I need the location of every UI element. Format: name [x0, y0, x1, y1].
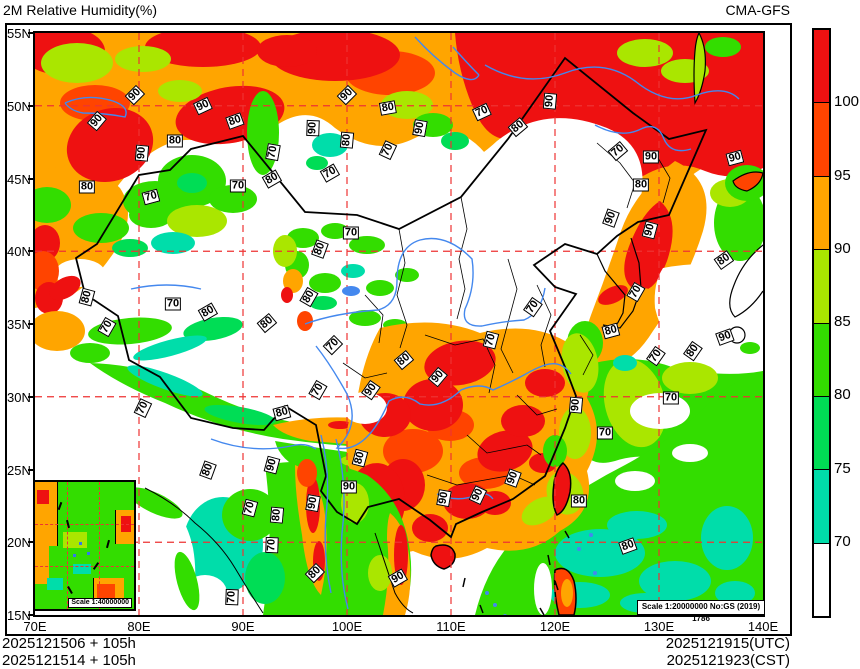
colorbar-label-100: 100	[834, 93, 860, 111]
lat-label-45N: 45N	[7, 171, 31, 187]
colorbar-label-85: 85	[834, 313, 851, 330]
page-title: 2M Relative Humidity(%)	[3, 2, 158, 18]
lat-label-50N: 50N	[7, 98, 31, 114]
lat-label-30N: 30N	[7, 389, 31, 405]
inset-turquoise	[73, 564, 91, 574]
colorbar-label-95: 95	[834, 166, 851, 184]
lat-label-40N: 40N	[7, 244, 31, 260]
contour-label-70: 70	[229, 179, 247, 193]
colorbar-segment	[814, 250, 829, 324]
humidity-colorbar	[812, 28, 831, 618]
lon-label-140E: 140E	[747, 619, 779, 634]
contour-label-90: 90	[340, 480, 358, 494]
lon-label-110E: 110E	[436, 619, 466, 634]
colorbar-segment	[814, 103, 829, 177]
contour-label-90: 90	[134, 144, 150, 162]
contour-label-70: 70	[265, 142, 281, 162]
contour-label-70: 70	[662, 391, 680, 405]
contour-label-90: 90	[642, 150, 660, 164]
inset-red-patch3	[97, 584, 115, 598]
lat-tick	[28, 32, 34, 34]
rivers	[64, 36, 740, 615]
lon-label-100E: 100E	[331, 619, 363, 634]
contour-label-90: 90	[305, 493, 321, 513]
colorbar-label-75: 75	[834, 459, 851, 477]
inset-island-dot	[87, 552, 90, 555]
colorbar-label-90: 90	[834, 239, 851, 257]
lat-label-35N: 35N	[7, 317, 31, 332]
lat-tick	[28, 541, 34, 544]
inset-grid-h2	[35, 566, 134, 567]
contour-label-80: 80	[339, 131, 355, 149]
lon-label-120E: 120E	[539, 619, 571, 634]
lat-tick	[28, 104, 34, 107]
inset-dash	[57, 501, 63, 511]
lat-label-20N: 20N	[7, 535, 31, 551]
contour-label-70: 70	[596, 426, 614, 440]
lon-label-90E: 90E	[231, 619, 255, 634]
contour-label-70: 70	[225, 588, 239, 606]
outer-frame	[5, 23, 792, 636]
contour-label-90: 90	[306, 119, 320, 137]
contour-label-70: 70	[164, 297, 182, 311]
lon-label-80E: 80E	[127, 619, 151, 634]
valid-time-cst: 2025121923(CST)	[666, 652, 790, 669]
contour-label-90: 90	[568, 396, 584, 414]
valid-time-utc: 2025121915(UTC)	[665, 635, 790, 652]
colorbar-segment	[814, 396, 829, 471]
init-time-cst: 2025121514 + 105h	[2, 652, 136, 669]
lat-label-25N: 25N	[7, 462, 31, 478]
colorbar-label-70: 70	[834, 532, 851, 550]
inset-scale-label: Scale 1:40000000	[68, 598, 132, 608]
colorbar-segment	[814, 176, 829, 251]
south-china-sea-inset: Scale 1:40000000	[33, 480, 136, 611]
colorbar-segment	[814, 470, 829, 544]
lat-label-15N: 15N	[7, 608, 31, 623]
contour-label-80: 80	[166, 134, 184, 148]
colorbar-segment	[814, 30, 829, 104]
latlon-grid	[35, 33, 763, 615]
lon-label-70E: 70E	[23, 619, 47, 634]
lat-tick	[28, 250, 34, 253]
lat-tick	[28, 468, 34, 471]
contour-label-70: 70	[342, 226, 360, 240]
lat-tick	[28, 614, 34, 616]
contour-label-80: 80	[378, 100, 398, 116]
contour-label-90: 90	[412, 118, 428, 138]
lat-label-55N: 55N	[7, 26, 31, 41]
humidity-field	[35, 33, 763, 615]
lat-tick	[28, 395, 34, 398]
lat-tick	[28, 323, 34, 325]
colorbar-segment	[814, 323, 829, 397]
contour-label-80: 80	[632, 178, 650, 192]
lat-tick	[28, 177, 34, 180]
inset-grid-h1	[35, 524, 134, 525]
inset-red-patch	[37, 490, 49, 504]
inset-grid-v2	[99, 482, 100, 609]
lon-label-130E: 130E	[643, 619, 675, 634]
map-scale-note: Scale 1:20000000 No:GS (2019) 1786	[637, 600, 765, 623]
contour-label-70: 70	[265, 536, 279, 554]
inset-turquoise2	[47, 578, 63, 590]
model-name: CMA-GFS	[725, 2, 790, 18]
contour-label-90: 90	[436, 488, 452, 508]
init-time-utc: 2025121506 + 105h	[2, 635, 136, 652]
colorbar-label-80: 80	[834, 386, 851, 404]
humidity-map: 90 90 90 80 80 70 70 90 80 70 80 90 80 90 90 80 70 70 70 80…	[33, 31, 765, 617]
colorbar-segment	[814, 543, 829, 616]
contour-label-90: 90	[542, 92, 558, 110]
contour-label-80: 80	[269, 506, 285, 524]
inset-dash	[105, 539, 111, 549]
inset-grid-v1	[67, 482, 68, 609]
humidity-field-svg	[35, 33, 763, 615]
contour-label-80: 80	[78, 180, 96, 194]
inset-land-west2	[35, 542, 49, 584]
inset-island-dot	[73, 554, 76, 557]
inset-island-dot	[79, 542, 82, 545]
contour-label-80: 80	[570, 494, 588, 508]
